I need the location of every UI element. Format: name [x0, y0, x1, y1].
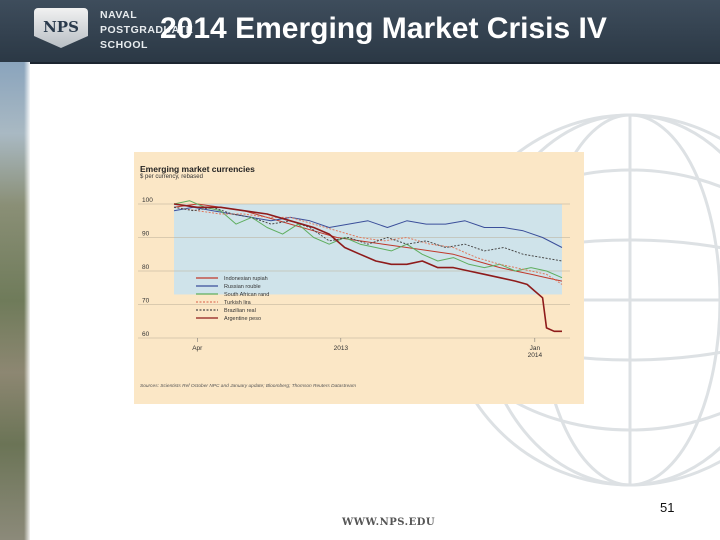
y-tick-label: 80: [142, 264, 150, 271]
legend-label-3: Turkish lira: [224, 300, 252, 306]
legend-label-1: Russian rouble: [224, 284, 261, 290]
chart-title: Emerging market currencies: [140, 164, 255, 174]
chart-image: Emerging market currencies $ per currenc…: [134, 152, 584, 404]
chart-subtitle: $ per currency, rebased: [140, 174, 203, 180]
y-tick-label: 90: [142, 231, 150, 238]
logo-line-1: NAVAL: [100, 9, 138, 21]
series-line-3: [173, 206, 563, 285]
x-tick-label: Apr: [192, 345, 203, 352]
page-number: 51: [660, 500, 675, 515]
slide-title: 2014 Emerging Market Crisis IV: [160, 12, 607, 45]
y-tick-label: 100: [142, 197, 153, 204]
footer-url: WWW.NPS.EDU: [342, 517, 436, 528]
x-tick-label: 2014: [528, 352, 543, 359]
y-tick-label: 70: [142, 298, 150, 305]
legend-label-2: South African rand: [224, 292, 269, 298]
plot-shading: [174, 204, 562, 295]
x-tick-label: 2013: [334, 345, 349, 352]
legend-label-4: Brazilian real: [224, 308, 256, 314]
nps-logo-badge: NPS: [34, 8, 88, 48]
series-line-4: [173, 206, 563, 262]
logo-badge-text: NPS: [43, 18, 79, 36]
series-line-5: [173, 203, 562, 333]
legend-label-0: Indonesian rupiah: [224, 276, 268, 282]
logo-line-3: SCHOOL: [100, 39, 148, 51]
logo-line-2: POSTGRADUATE: [100, 24, 194, 36]
x-tick-label: Jan: [530, 345, 541, 352]
y-tick-label: 60: [142, 331, 150, 338]
school-name: NAVAL POSTGRADUATE SCHOOL: [100, 8, 193, 53]
campus-photo-strip: [0, 62, 30, 540]
series-line-2: [173, 200, 563, 279]
slide-header: NPS NAVAL POSTGRADUATE SCHOOL 2014 Emerg…: [0, 0, 720, 64]
legend-label-5: Argentine peso: [224, 316, 261, 322]
series-line-1: [173, 206, 563, 248]
chart-source: Sources: Scientists Ref October NPC and …: [140, 384, 356, 389]
